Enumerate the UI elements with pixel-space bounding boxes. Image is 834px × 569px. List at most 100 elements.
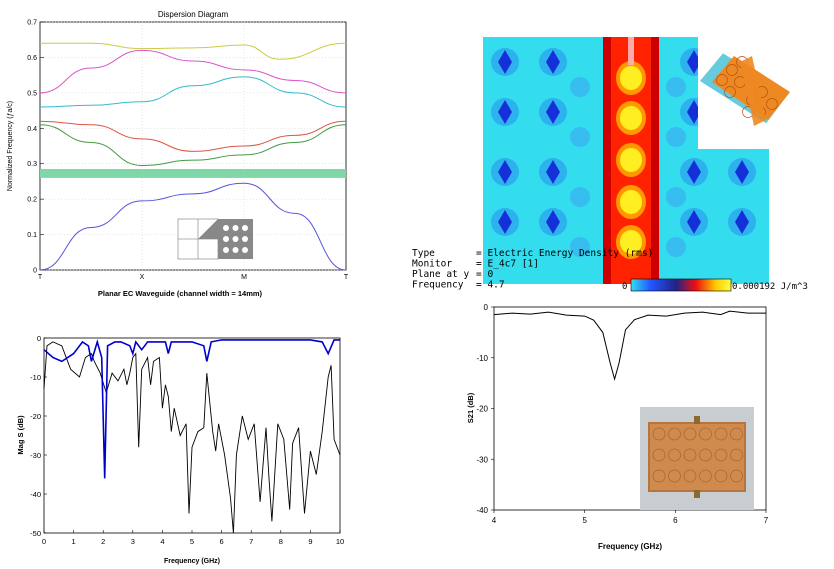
unit-cell-hole bbox=[223, 225, 229, 231]
field-hotspot bbox=[620, 148, 642, 172]
s21-ticks: 4 5 6 7 0 -10 -20 -30 -40 bbox=[476, 303, 768, 525]
dispersion-x-tick-label: X bbox=[140, 274, 145, 281]
field-hotspot bbox=[620, 190, 642, 214]
dispersion-x-tick-label: M bbox=[241, 274, 247, 281]
mag-s-y-tick-label: -50 bbox=[30, 529, 41, 538]
mag-s-series-group bbox=[43, 339, 341, 534]
field-spot bbox=[687, 160, 701, 184]
s21-y-tick-label: -30 bbox=[476, 455, 488, 464]
field-simulation-panel: Type = Electric Energy Density (rms) Monit… bbox=[412, 37, 808, 292]
mag-s-x-label: Frequency (GHz) bbox=[164, 558, 220, 565]
mag-s-panel: 0 1 2 3 4 5 6 7 8 9 10 0 -10 -20 -30 -40 -50 Frequency (… bbox=[16, 334, 344, 565]
field-info-value: = 4.7 bbox=[476, 280, 505, 291]
dispersion-band-6 bbox=[40, 42, 347, 60]
device-photo bbox=[640, 407, 754, 510]
field-spot bbox=[735, 160, 749, 184]
mag-s-x-tick-label: 5 bbox=[190, 537, 194, 546]
s21-x-label: Frequency (GHz) bbox=[598, 542, 662, 551]
field-spot bbox=[687, 210, 701, 234]
color-scale-bar bbox=[630, 278, 732, 292]
dispersion-caption: Planar EC Waveguide (channel width = 14m… bbox=[98, 289, 263, 298]
dispersion-x-tick-label: T bbox=[344, 274, 349, 281]
dispersion-y-tick-label: 0.7 bbox=[27, 20, 37, 27]
mag-s-x-tick-label: 1 bbox=[72, 537, 76, 546]
unit-cell-hole bbox=[223, 247, 229, 253]
mag-s-x-tick-label: 4 bbox=[160, 537, 164, 546]
brillouin-zone-inset bbox=[177, 218, 253, 260]
field-spot-halo bbox=[666, 187, 686, 207]
dispersion-y-tick-label: 0.6 bbox=[27, 55, 37, 62]
mag-s-y-label: Mag S (dB) bbox=[16, 415, 25, 455]
field-info-value: = 0 bbox=[476, 269, 493, 280]
unit-cell-hole bbox=[242, 247, 248, 253]
band-gap-region bbox=[40, 169, 346, 178]
field-spot bbox=[687, 100, 701, 124]
mag-s-series-blue bbox=[43, 339, 340, 479]
field-spot-halo bbox=[666, 127, 686, 147]
unit-cell-hole bbox=[242, 225, 248, 231]
field-hotspots bbox=[616, 61, 646, 259]
mag-s-x-tick-label: 10 bbox=[336, 537, 344, 546]
field-spot bbox=[546, 100, 560, 124]
field-spot bbox=[735, 210, 749, 234]
field-spot-halo bbox=[570, 127, 590, 147]
mag-s-x-tick-label: 3 bbox=[131, 537, 135, 546]
s21-series-line bbox=[493, 310, 766, 381]
mag-s-ticks: 0 1 2 3 4 5 6 7 8 9 10 0 -10 -20 -30 -40 -50 bbox=[30, 334, 344, 546]
field-info-text: Type = Electric Energy Density (rms) Monit… bbox=[412, 248, 653, 291]
field-spot bbox=[498, 100, 512, 124]
dispersion-band-5 bbox=[39, 49, 347, 94]
unit-cell-hole bbox=[232, 225, 239, 231]
mag-s-series-black bbox=[43, 341, 341, 534]
dispersion-y-tick-label: 0.1 bbox=[27, 232, 37, 239]
color-scale-max: 0.000192 J/m^3 bbox=[732, 282, 808, 292]
field-spot bbox=[546, 50, 560, 74]
dispersion-band-3 bbox=[39, 120, 347, 152]
mag-s-y-tick-label: -30 bbox=[30, 451, 41, 460]
field-spot-halo bbox=[570, 187, 590, 207]
field-spot bbox=[498, 50, 512, 74]
unit-cell-hole bbox=[223, 236, 229, 242]
dispersion-y-tick-label: 0 bbox=[33, 268, 37, 275]
field-info-key: Plane at y bbox=[412, 269, 469, 280]
mag-s-x-tick-label: 7 bbox=[249, 537, 253, 546]
dispersion-band-1 bbox=[39, 182, 347, 271]
s21-y-tick-label: -40 bbox=[476, 506, 488, 515]
s21-y-tick-label: 0 bbox=[484, 303, 489, 312]
dispersion-y-tick-label: 0.4 bbox=[27, 126, 37, 133]
s21-y-tick-label: -10 bbox=[476, 354, 488, 363]
color-scale-min: 0 bbox=[622, 282, 627, 292]
dispersion-band-2 bbox=[39, 124, 347, 166]
dispersion-x-tick-label: T bbox=[38, 274, 43, 281]
field-spot bbox=[546, 210, 560, 234]
s21-x-tick-label: 6 bbox=[673, 516, 678, 525]
mag-s-x-tick-label: 2 bbox=[101, 537, 105, 546]
s21-x-tick-label: 4 bbox=[492, 516, 497, 525]
field-spot bbox=[498, 160, 512, 184]
mag-s-y-tick-label: 0 bbox=[37, 334, 41, 343]
resonator-ring bbox=[716, 74, 728, 86]
field-spot-halo bbox=[570, 77, 590, 97]
device-model-inset bbox=[698, 37, 790, 149]
unit-cell-hole bbox=[232, 247, 239, 253]
mag-s-x-tick-label: 6 bbox=[220, 537, 224, 546]
field-spot-halo bbox=[570, 237, 590, 257]
s21-y-label: S21 (dB) bbox=[466, 392, 475, 423]
dispersion-y-tick-label: 0.2 bbox=[27, 197, 37, 204]
unit-cell-holes bbox=[223, 225, 248, 253]
field-info-value: = E_4c7 [1] bbox=[476, 259, 539, 270]
field-spot-halo bbox=[666, 237, 686, 257]
s21-y-tick-label: -20 bbox=[476, 405, 488, 414]
resonator-ring bbox=[724, 86, 736, 98]
field-spot bbox=[687, 50, 701, 74]
unit-cell-hole bbox=[232, 236, 239, 242]
dispersion-panel: Dispersion Diagram 0 0.1 0.2 0.3 0.4 0.5 0.6 0.… bbox=[7, 10, 349, 298]
field-info-key: Type bbox=[412, 248, 435, 259]
unit-cell-hole bbox=[242, 236, 248, 242]
mag-s-x-tick-label: 9 bbox=[308, 537, 312, 546]
mag-s-x-tick-label: 0 bbox=[42, 537, 46, 546]
dispersion-y-tick-label: 0.5 bbox=[27, 90, 37, 97]
s21-x-tick-label: 7 bbox=[764, 516, 769, 525]
resonator-ring bbox=[726, 64, 738, 76]
s21-panel: 4 5 6 7 0 -10 -20 -30 -40 Frequency (GHz) S21 (d… bbox=[466, 303, 769, 551]
